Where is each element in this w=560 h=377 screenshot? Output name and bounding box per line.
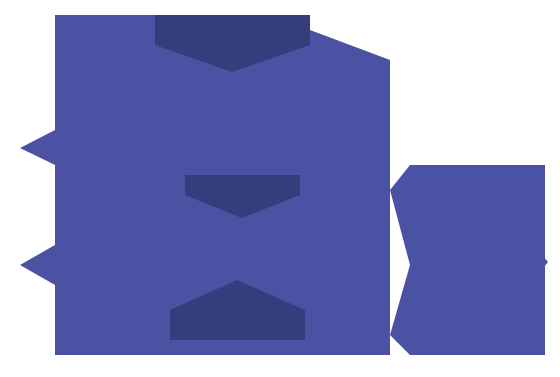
Polygon shape (390, 165, 545, 355)
Polygon shape (155, 15, 310, 72)
Polygon shape (525, 235, 548, 290)
Polygon shape (55, 165, 390, 355)
Polygon shape (55, 15, 80, 205)
Polygon shape (20, 130, 55, 165)
Polygon shape (20, 245, 55, 285)
Polygon shape (55, 15, 390, 165)
Polygon shape (185, 175, 300, 218)
Polygon shape (170, 280, 305, 340)
